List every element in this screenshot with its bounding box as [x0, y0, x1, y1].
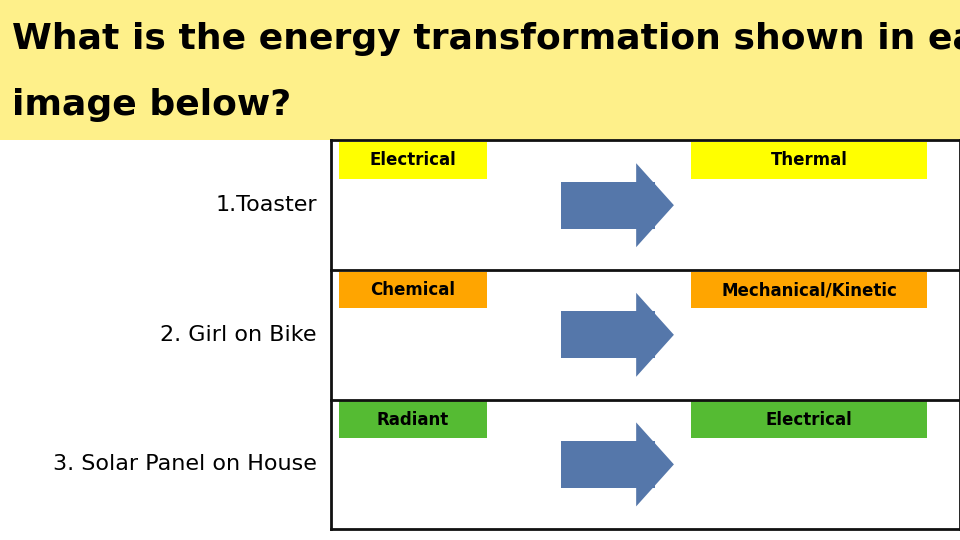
Text: Thermal: Thermal: [771, 152, 848, 170]
Text: Chemical: Chemical: [371, 281, 455, 299]
FancyBboxPatch shape: [0, 0, 960, 140]
Polygon shape: [636, 293, 674, 377]
FancyBboxPatch shape: [561, 182, 655, 228]
FancyBboxPatch shape: [691, 401, 927, 438]
Text: Electrical: Electrical: [370, 152, 456, 170]
Polygon shape: [636, 422, 674, 507]
Text: Radiant: Radiant: [377, 411, 449, 429]
Text: What is the energy transformation shown in each: What is the energy transformation shown …: [12, 22, 960, 56]
FancyBboxPatch shape: [339, 272, 487, 308]
FancyBboxPatch shape: [691, 272, 927, 308]
Text: 1.Toaster: 1.Toaster: [215, 195, 317, 215]
FancyBboxPatch shape: [561, 441, 655, 488]
FancyBboxPatch shape: [339, 142, 487, 179]
Text: image below?: image below?: [12, 89, 291, 122]
FancyBboxPatch shape: [339, 401, 487, 438]
Text: Electrical: Electrical: [766, 411, 852, 429]
FancyBboxPatch shape: [691, 142, 927, 179]
Text: Mechanical/Kinetic: Mechanical/Kinetic: [721, 281, 897, 299]
Text: 3. Solar Panel on House: 3. Solar Panel on House: [53, 454, 317, 475]
FancyBboxPatch shape: [561, 312, 655, 358]
Text: 2. Girl on Bike: 2. Girl on Bike: [160, 325, 317, 345]
Polygon shape: [636, 163, 674, 247]
